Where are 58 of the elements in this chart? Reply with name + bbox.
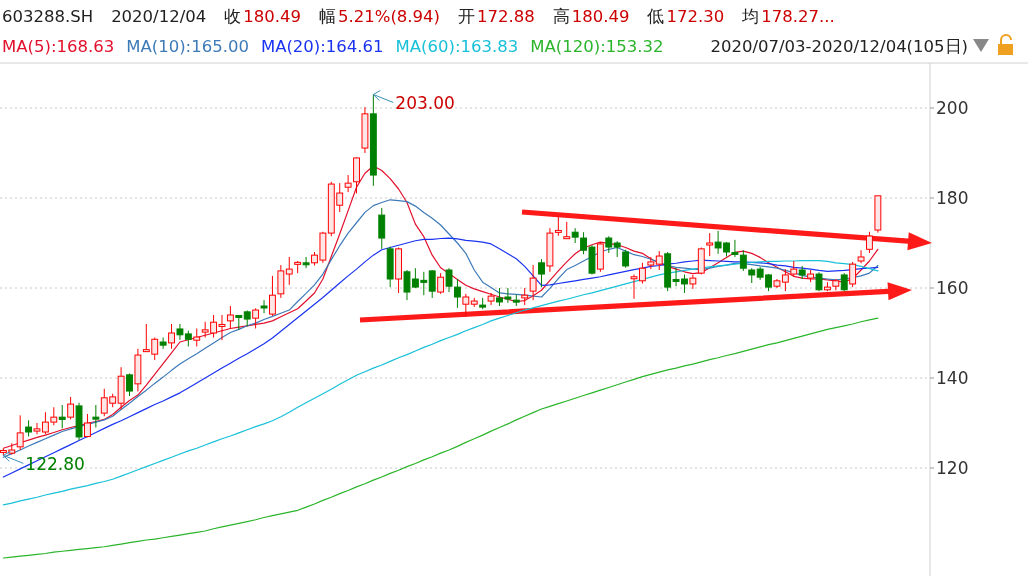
- candlestick: [655, 250, 663, 271]
- candlestick: [302, 256, 310, 269]
- annotation: 203.00: [395, 93, 455, 114]
- text: 均: [741, 7, 760, 26]
- text: 172.88: [477, 7, 535, 26]
- line-series: [2, 165, 879, 449]
- candlestick: [849, 261, 857, 288]
- candlestick: [462, 293, 470, 318]
- candlestick: [529, 264, 537, 301]
- text: 开: [458, 7, 475, 26]
- candlestick: [67, 396, 75, 420]
- text: MA(10):165.00: [126, 37, 249, 56]
- candlestick: [226, 305, 234, 329]
- candlestick: [168, 323, 175, 350]
- candlestick: [538, 258, 545, 288]
- y-tick-label: 200: [936, 97, 969, 118]
- text: 180.49: [571, 7, 630, 26]
- candlestick: [269, 275, 276, 317]
- y-tick-label: 160: [936, 277, 969, 298]
- text: 180.49: [243, 7, 301, 26]
- text: 高: [552, 7, 570, 26]
- candlestick: [706, 232, 714, 257]
- text: 178.27...: [761, 7, 835, 26]
- candlestick: [92, 404, 100, 428]
- text: MA(5):168.63: [2, 37, 115, 56]
- candlestick: [16, 414, 24, 451]
- text: 172.30: [666, 7, 725, 26]
- candlestick: [866, 231, 873, 254]
- chart-subtitle: 2020/07/03-2020/12/04(105日): [710, 37, 968, 56]
- annotation: 122.80: [25, 454, 85, 475]
- candlestick: [815, 271, 823, 292]
- candlestick: [437, 272, 445, 295]
- y-tick-label: 180: [936, 187, 969, 208]
- y-tick-label: 140: [936, 367, 969, 388]
- candlestick: [857, 249, 865, 264]
- candlestick: [739, 249, 747, 272]
- line-series: [2, 237, 879, 478]
- candlestick: [353, 157, 360, 194]
- candlestick: [277, 264, 285, 299]
- text: 低: [647, 7, 665, 26]
- chart-title: 603288.SH: [2, 7, 94, 26]
- candlestick: [260, 299, 268, 314]
- line-series: [2, 317, 879, 559]
- y-tick-label: 120: [936, 457, 969, 478]
- text: 2020/12/04: [111, 7, 207, 26]
- candlestick: [285, 256, 293, 286]
- text: 5.21%(8.94): [337, 7, 440, 26]
- candlestick: [428, 269, 436, 299]
- candlestick: [58, 404, 66, 429]
- candlestick: [252, 307, 260, 329]
- candlestick: [159, 337, 167, 350]
- text: MA(20):164.61: [260, 37, 384, 56]
- candlestick: [344, 174, 352, 193]
- candlestick: [378, 207, 386, 250]
- text: 收: [224, 7, 242, 26]
- text: MA(120):153.32: [530, 37, 664, 56]
- text: 幅: [318, 7, 336, 26]
- text: MA(60):163.83: [395, 37, 519, 56]
